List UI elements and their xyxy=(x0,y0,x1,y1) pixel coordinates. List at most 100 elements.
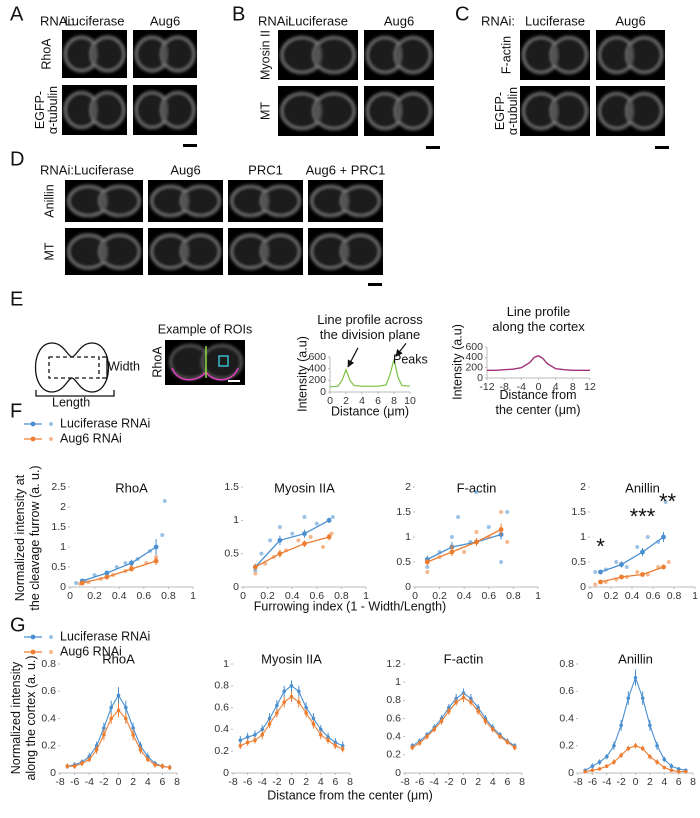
mean-marker xyxy=(648,723,652,728)
mean-marker xyxy=(604,754,609,759)
mean-marker xyxy=(267,722,272,726)
x-tick-label: -2 xyxy=(99,776,108,788)
x-tick-label: 4 xyxy=(553,381,559,393)
x-tick-label: 0.6 xyxy=(309,590,324,602)
mean-marker xyxy=(498,527,504,532)
chart-title: RhoA xyxy=(115,480,148,495)
series-line xyxy=(412,696,516,749)
mean-marker xyxy=(260,727,265,732)
y-tick-label: 0 xyxy=(477,372,483,384)
mean-marker xyxy=(275,711,279,715)
x-tick-label: 0 xyxy=(289,776,295,788)
y-tick-label: 1.2 xyxy=(386,658,401,670)
legend-marker xyxy=(30,436,36,442)
mean-marker xyxy=(626,746,631,751)
cell-lobe xyxy=(549,36,588,74)
x-tick-label: 0 xyxy=(536,381,542,393)
series-line xyxy=(600,536,664,573)
x-tick-label: 2 xyxy=(130,776,136,788)
y-tick-label: 600 xyxy=(308,351,326,363)
x-tick-label: -8 xyxy=(499,381,508,393)
chart-title: F-actin xyxy=(444,651,484,666)
row-label: α-tubulin xyxy=(46,86,60,134)
mean-marker xyxy=(597,767,602,771)
x-tick-label: -8 xyxy=(228,776,237,788)
mean-marker xyxy=(512,745,517,750)
chart-title: F-actin xyxy=(457,480,497,495)
x-tick-label: 0.6 xyxy=(136,590,151,602)
mean-marker xyxy=(326,517,332,523)
legend-marker xyxy=(49,422,53,426)
x-tick-label: 0.8 xyxy=(334,590,349,602)
x-tick-label: 0 xyxy=(240,590,246,602)
row-label: MT xyxy=(258,102,272,120)
mean-marker xyxy=(326,738,330,743)
x-tick-label: 0.2 xyxy=(87,590,102,602)
data-point xyxy=(505,510,510,514)
chart-title: Anillin xyxy=(625,480,660,495)
mean-marker xyxy=(424,559,430,565)
data-point xyxy=(160,533,165,537)
legend-marker xyxy=(30,421,36,427)
data-point xyxy=(645,535,650,539)
data-point xyxy=(277,525,282,529)
legend-label: Aug6 RNAi xyxy=(60,644,122,658)
data-point xyxy=(449,545,454,549)
series-line xyxy=(82,560,157,584)
y-tick-label: 0.4 xyxy=(214,723,229,735)
legend-marker xyxy=(30,634,36,640)
mean-marker xyxy=(655,760,659,764)
mean-marker xyxy=(590,764,595,768)
x-tick-label: 6 xyxy=(504,776,510,788)
mean-marker xyxy=(277,551,283,557)
y-tick-label: 1 xyxy=(580,531,586,543)
mean-marker xyxy=(131,733,135,737)
x-tick-label: 0 xyxy=(327,395,333,407)
x-tick-label: 1 xyxy=(190,590,196,602)
mean-marker xyxy=(87,757,92,762)
x-tick-label: 0.2 xyxy=(260,590,275,602)
x-tick-label: 0.6 xyxy=(646,590,661,602)
y-tick-label: 2 xyxy=(580,481,586,493)
y-tick-label: 0.2 xyxy=(214,745,229,757)
y-axis-label: Normalized intensity xyxy=(9,661,23,774)
mean-marker xyxy=(116,708,121,713)
furrow-signal xyxy=(551,45,559,65)
mean-marker xyxy=(661,534,666,540)
x-tick-label: -4 xyxy=(85,776,94,788)
mean-marker xyxy=(277,537,283,543)
y-tick-label: 0.2 xyxy=(559,740,574,752)
panel-label: E xyxy=(10,288,23,310)
furrow-signal xyxy=(627,45,634,65)
y-tick-label: 0.8 xyxy=(41,658,56,670)
mean-marker xyxy=(640,572,645,577)
x-tick-label: 6 xyxy=(159,776,165,788)
panel-label: A xyxy=(10,3,24,25)
mean-marker xyxy=(326,534,332,540)
x-tick-label: 0 xyxy=(116,776,122,788)
mean-marker xyxy=(282,700,286,704)
column-header: Aug6 xyxy=(150,13,180,28)
mean-marker xyxy=(619,574,624,580)
y-tick-label: 0.4 xyxy=(559,712,574,724)
cell-lobe xyxy=(160,35,196,73)
data-point xyxy=(330,515,335,519)
column-header: Luciferase xyxy=(74,162,134,177)
x-tick-label: 4 xyxy=(318,776,324,788)
chart-title: Line profile xyxy=(507,304,571,319)
mean-marker xyxy=(104,574,110,580)
data-point xyxy=(425,570,430,574)
x-tick-label: 0 xyxy=(633,776,639,788)
mean-marker xyxy=(676,769,681,774)
data-point xyxy=(308,535,313,539)
y-tick-label: 0.2 xyxy=(41,740,56,752)
x-tick-label: -4 xyxy=(517,381,526,393)
furrow-signal xyxy=(91,44,98,64)
roi-image xyxy=(165,340,245,385)
mean-marker xyxy=(289,694,294,699)
data-point xyxy=(259,551,264,556)
series-line xyxy=(584,675,686,771)
x-tick-label: 0.2 xyxy=(604,590,619,602)
rnai-label: RNAi: xyxy=(258,13,292,28)
mean-marker xyxy=(648,754,652,759)
